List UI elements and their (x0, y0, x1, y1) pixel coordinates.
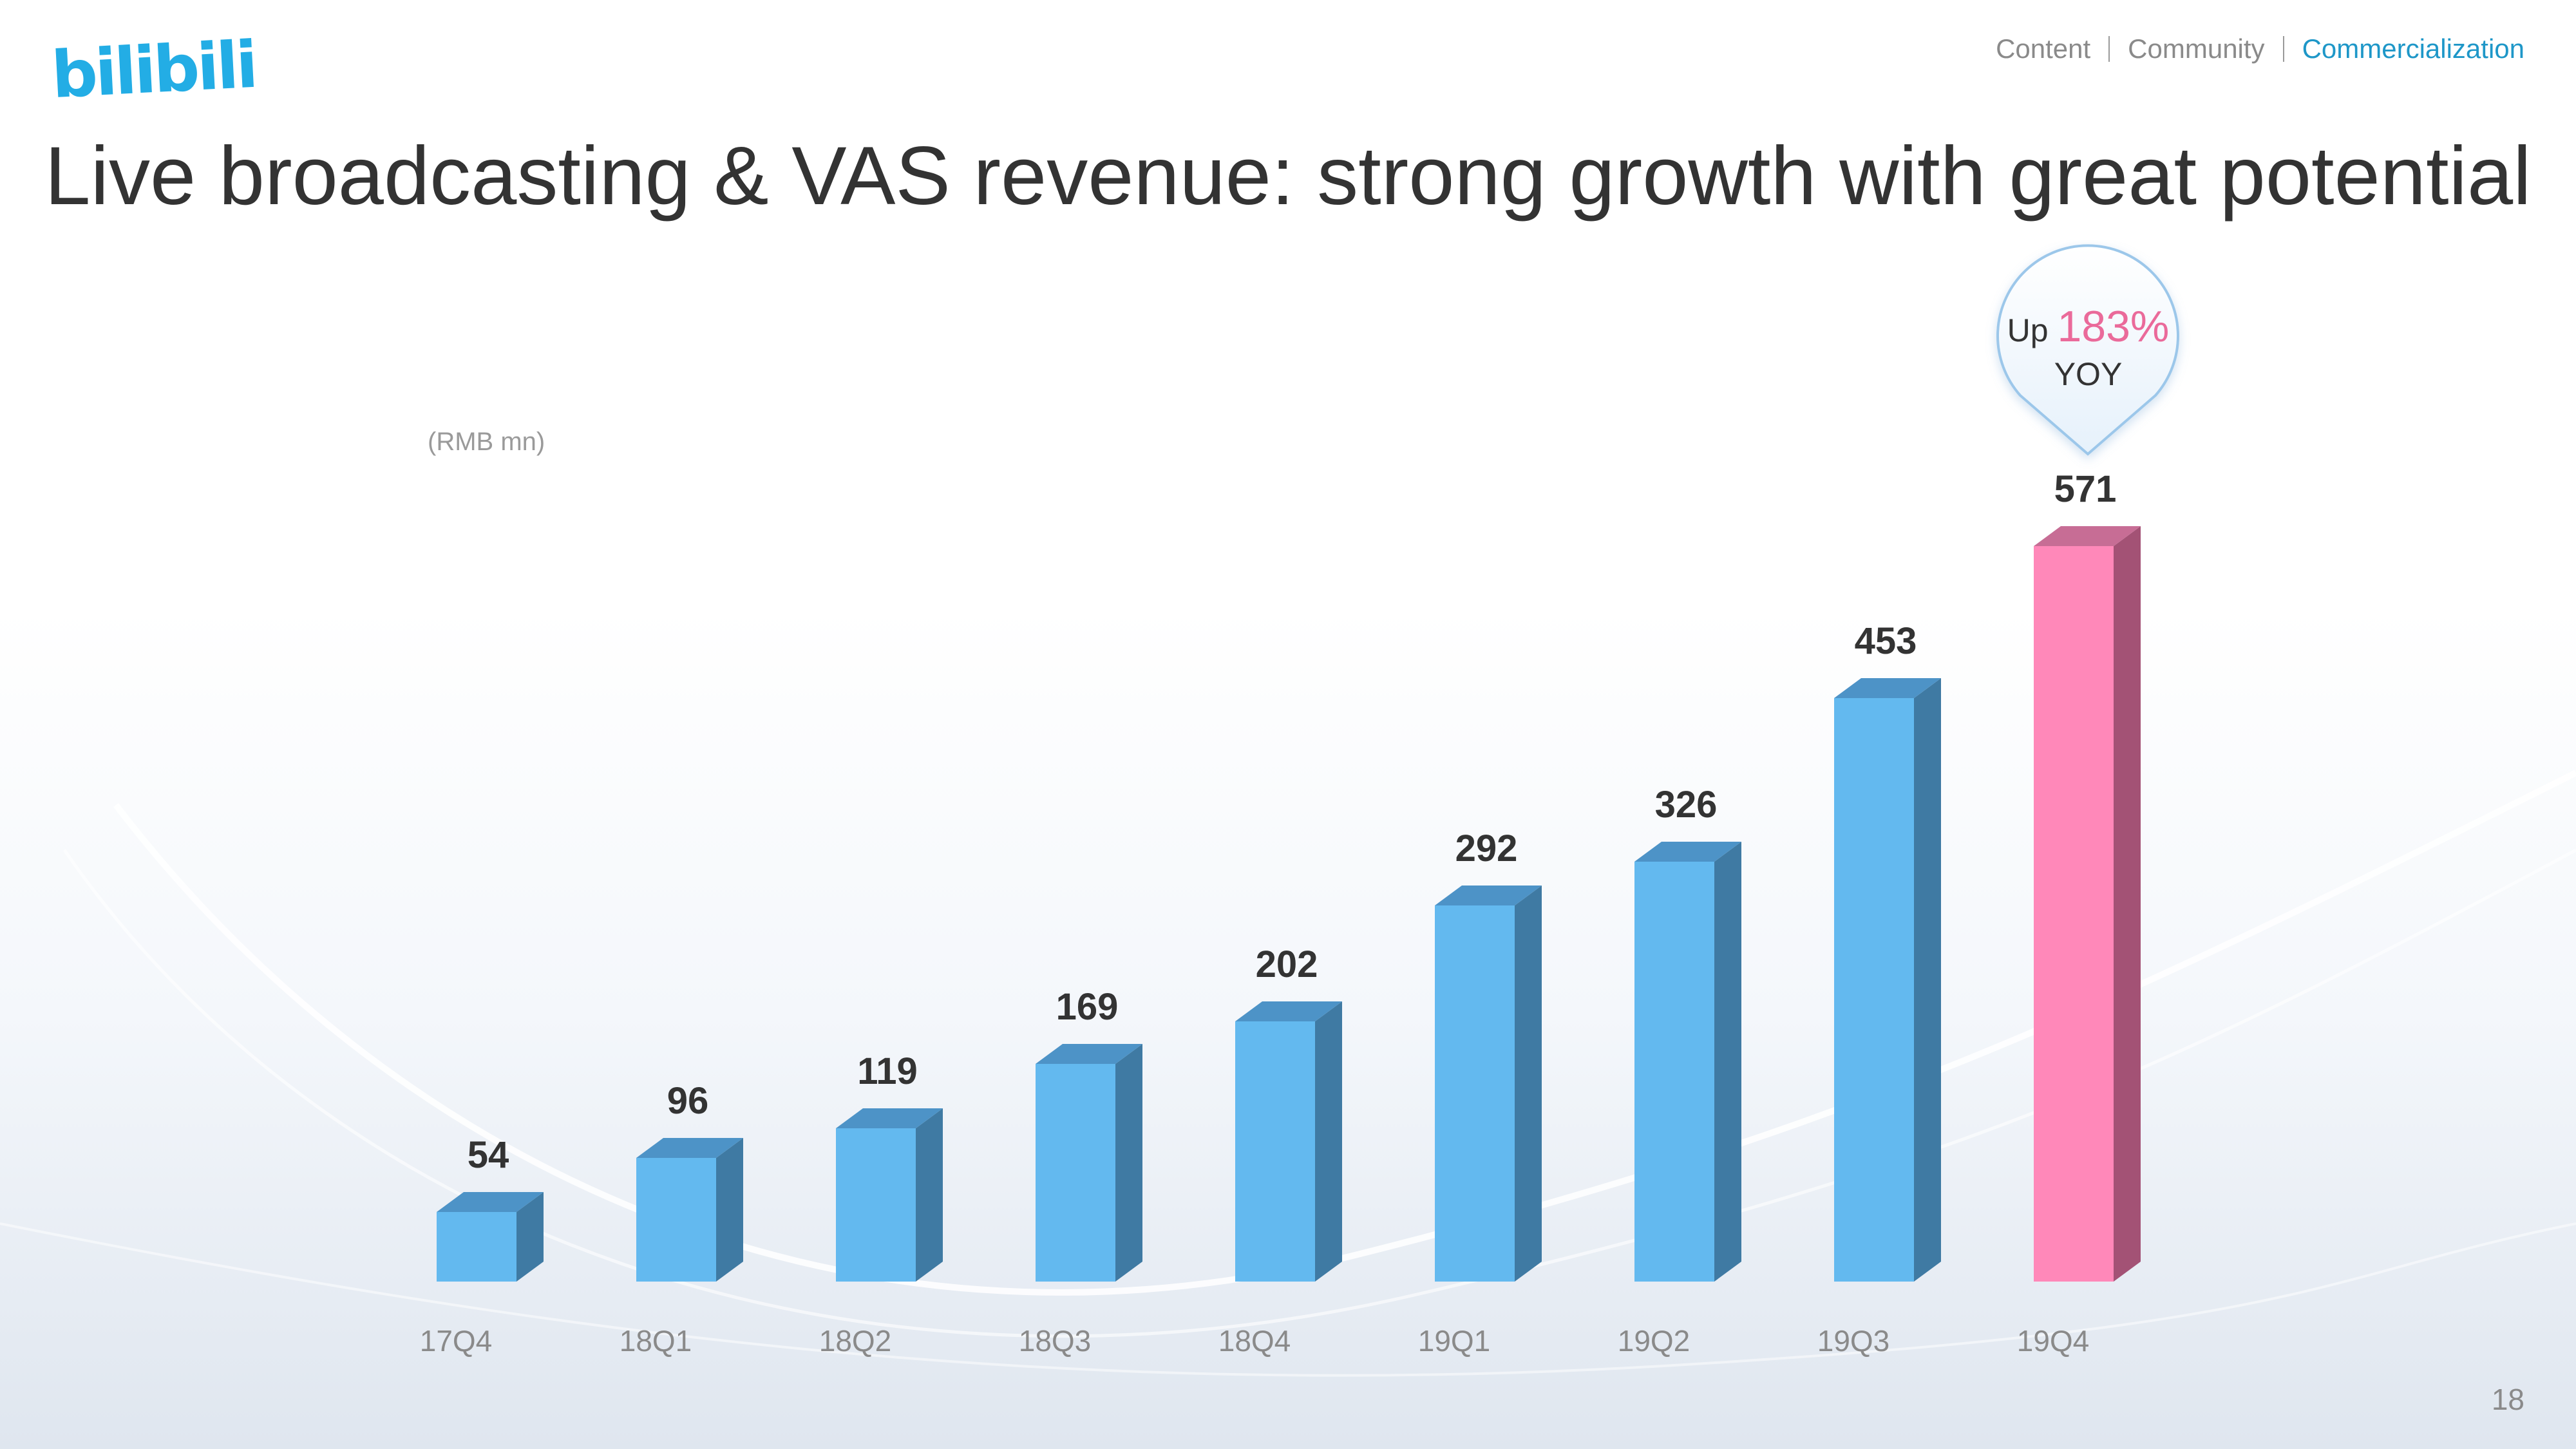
yoy-suffix: YOY (2054, 356, 2123, 392)
data-label-19Q3: 453 (1855, 620, 1917, 662)
bar-front-face (836, 1128, 916, 1282)
bar-19Q1 (1435, 886, 1542, 1282)
bar-top-face (1435, 886, 1542, 905)
data-label-19Q2: 326 (1655, 784, 1718, 826)
x-tick-label-19Q1: 19Q1 (1418, 1324, 1491, 1358)
data-label-18Q3: 169 (1056, 986, 1119, 1028)
x-tick-label-18Q2: 18Q2 (819, 1324, 892, 1358)
bar-19Q3 (1834, 678, 1941, 1282)
bar-top-face (2034, 526, 2141, 546)
x-tick-label-19Q2: 19Q2 (1618, 1324, 1690, 1358)
bar-top-face (836, 1108, 943, 1128)
bar-side-face (516, 1192, 544, 1282)
x-tick-label-18Q4: 18Q4 (1218, 1324, 1291, 1358)
bar-front-face (1036, 1064, 1115, 1282)
bar-front-face (1834, 698, 1914, 1282)
nav-item-community[interactable]: Community (2128, 33, 2265, 64)
x-tick-label-19Q4: 19Q4 (2017, 1324, 2090, 1358)
yoy-callout: Up 183% YOY (1996, 301, 2180, 393)
bar-17Q4 (437, 1192, 544, 1282)
data-label-18Q2: 119 (857, 1050, 918, 1092)
bar-18Q1 (636, 1138, 743, 1282)
bar-side-face (1914, 678, 1941, 1282)
bar-19Q4 (2034, 526, 2141, 1282)
data-label-17Q4: 54 (468, 1134, 509, 1176)
bar-top-face (437, 1192, 544, 1212)
data-label-19Q1: 292 (1455, 828, 1518, 869)
bar-side-face (2114, 526, 2141, 1282)
bar-front-face (1634, 862, 1714, 1282)
page-title: Live broadcasting & VAS revenue: strong … (44, 130, 2532, 222)
nav-item-content[interactable]: Content (1996, 33, 2091, 64)
bar-top-face (1036, 1044, 1142, 1064)
x-tick-label-19Q3: 19Q3 (1817, 1324, 1890, 1358)
bar-front-face (2034, 546, 2114, 1282)
bar-18Q2 (836, 1108, 943, 1282)
bar-top-face (1834, 678, 1941, 698)
bar-side-face (1515, 886, 1542, 1282)
bar-front-face (1435, 905, 1515, 1282)
bar-18Q4 (1235, 1001, 1342, 1282)
x-tick-label-18Q1: 18Q1 (620, 1324, 692, 1358)
data-label-18Q4: 202 (1256, 943, 1318, 985)
nav-divider (2108, 36, 2110, 62)
bar-18Q3 (1036, 1044, 1142, 1282)
x-tick-label-17Q4: 17Q4 (420, 1324, 493, 1358)
x-tick-label-18Q3: 18Q3 (1019, 1324, 1092, 1358)
bar-side-face (1714, 842, 1741, 1282)
bar-side-face (1115, 1044, 1142, 1282)
bar-front-face (636, 1158, 716, 1282)
bar-top-face (636, 1138, 743, 1158)
data-label-18Q1: 96 (667, 1080, 709, 1122)
bar-front-face (437, 1212, 516, 1282)
bar-side-face (916, 1108, 943, 1282)
bar-top-face (1634, 842, 1741, 862)
bar-top-face (1235, 1001, 1342, 1021)
bar-side-face (716, 1138, 743, 1282)
bar-side-face (1315, 1001, 1342, 1282)
page-number: 18 (2491, 1383, 2524, 1416)
yoy-prefix: Up (2007, 312, 2049, 348)
yoy-callout-bubble (1996, 244, 2179, 456)
chart-unit-label: (RMB mn) (428, 428, 545, 456)
nav-item-commercialization[interactable]: Commercialization (2302, 33, 2524, 64)
data-label-19Q4: 571 (2054, 468, 2117, 510)
nav-divider (2282, 36, 2284, 62)
bar-19Q2 (1634, 842, 1741, 1282)
bar-front-face (1235, 1021, 1315, 1282)
yoy-percentage: 183% (2057, 302, 2170, 351)
section-nav: Content Community Commercialization (1996, 33, 2524, 64)
